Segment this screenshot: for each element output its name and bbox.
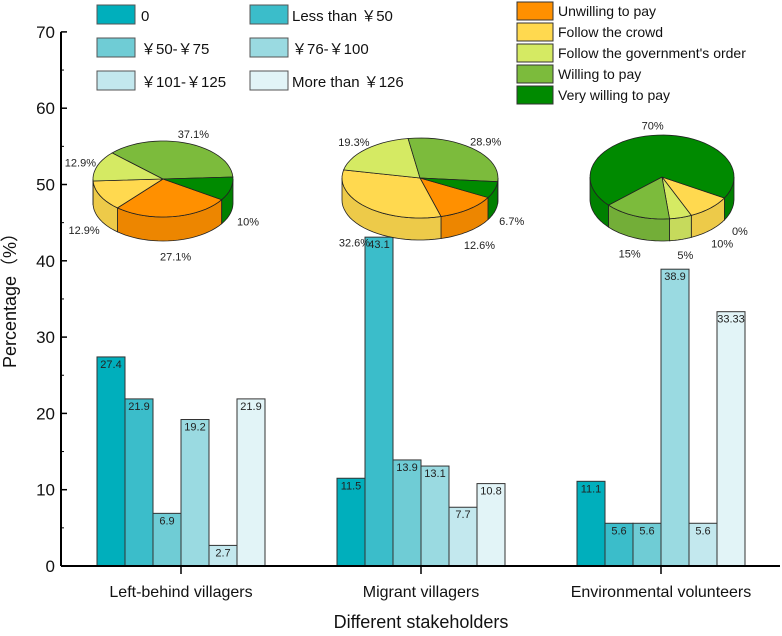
- pie-legend-label: Unwilling to pay: [558, 3, 656, 19]
- pie-slice-side: [669, 214, 692, 242]
- pie-value-label: 27.1%: [160, 252, 191, 264]
- legend-swatch: [96, 70, 136, 91]
- x-tick-label: Migrant villagers: [363, 584, 479, 601]
- legend-label: Less than ￥50: [292, 8, 393, 25]
- pie-value-label: 6.7%: [499, 216, 524, 228]
- bars-layer: 27.4 11.5 11.1 21.9 43.1 5.6 6.9 13.9 5.6 19.2 13.…: [96, 236, 746, 567]
- bar: [716, 311, 746, 567]
- bar: [364, 236, 394, 567]
- legend-swatch: [249, 70, 289, 91]
- pie-slice: [419, 177, 490, 217]
- bar: [392, 459, 422, 567]
- bar-value-label: 5.6: [695, 525, 710, 537]
- pie-legend-label: Very willing to pay: [558, 87, 670, 103]
- y-tick-label: 40: [36, 252, 55, 271]
- legend-swatch: [96, 4, 136, 25]
- bar-value-label: 11.5: [341, 480, 362, 492]
- pie-value-label: 37.1%: [178, 129, 209, 141]
- legend-swatch: [249, 4, 289, 25]
- bar-value-label: 7.7: [455, 509, 470, 521]
- x-tick-label: Environmental volunteers: [571, 584, 752, 601]
- bar: [420, 465, 450, 567]
- x-axis-label: Different stakeholders: [334, 612, 509, 632]
- bar: [180, 419, 210, 567]
- bar: [124, 398, 154, 567]
- bar: [660, 268, 690, 567]
- bar-value-label: 2.7: [215, 547, 230, 559]
- pie-slice: [111, 140, 234, 180]
- x-tick-label: Left-behind villagers: [109, 584, 252, 601]
- bar-value-label: 19.2: [184, 422, 205, 434]
- legend: 0 Less than ￥50 ￥50-￥75 ￥76-￥100 ￥101-￥125 Mo…: [96, 1, 746, 105]
- pie-slice: [342, 138, 421, 179]
- legend-swatch: [249, 37, 289, 58]
- bar-value-label: 27.4: [100, 359, 121, 371]
- pie-value-label: 10%: [711, 239, 733, 251]
- bar-value-label: 5.6: [639, 525, 654, 537]
- pie-legend-label: Follow the government's order: [558, 45, 746, 61]
- pie-legend-swatch: [516, 64, 554, 84]
- pies-layer: 27.1% 12.9% 12.9% 37.1% 10% 12.6% 32.6% 19.3% 28…: [65, 120, 748, 263]
- legend-label: ￥76-￥100: [292, 41, 369, 58]
- bar: [336, 477, 366, 567]
- y-tick-label: 0: [46, 557, 55, 576]
- pie-value-label: 28.9%: [470, 137, 501, 149]
- y-axis-label: Percentage（%）: [0, 224, 20, 368]
- pie-slice: [92, 178, 165, 209]
- pie-slice: [407, 137, 499, 183]
- bar-value-label: 13.9: [396, 462, 417, 474]
- bar: [96, 356, 126, 567]
- bar-value-label: 11.1: [581, 483, 602, 495]
- pie-legend-label: Follow the crowd: [558, 24, 663, 40]
- pie-legend-label: Willing to pay: [558, 66, 641, 82]
- pie-slice: [419, 177, 499, 199]
- bar: [236, 398, 266, 567]
- pie-slice: [589, 134, 735, 206]
- bar-value-label: 33.33: [717, 314, 745, 326]
- pie-slice: [660, 176, 726, 216]
- pie-slice: [92, 152, 164, 182]
- bar: [576, 480, 606, 567]
- pie-value-label: 12.6%: [464, 240, 495, 252]
- legend-label: ￥50-￥75: [141, 41, 209, 58]
- pie-slice: [341, 169, 442, 219]
- bar-value-label: 5.6: [611, 525, 626, 537]
- pie-value-label: 10%: [237, 216, 259, 228]
- pie-value-label: 0%: [732, 226, 748, 238]
- y-tick-label: 10: [36, 481, 55, 500]
- y-tick-label: 20: [36, 404, 55, 423]
- axes: 0 10 20 30 40 50 60 70 Left-behind villagers Migr…: [36, 23, 780, 601]
- pie-slice: [607, 176, 670, 220]
- pie-value-label: 32.6%: [339, 238, 370, 250]
- legend-label: More than ￥126: [292, 74, 404, 91]
- pie-value-label: 5%: [677, 250, 693, 262]
- legend-swatch: [96, 37, 136, 58]
- pie-legend-swatch: [516, 85, 554, 105]
- pie-slice: [116, 178, 223, 218]
- legend-label: 0: [141, 8, 149, 25]
- pie-legend-swatch: [516, 22, 554, 42]
- y-tick-label: 60: [36, 99, 55, 118]
- pie-value-label: 19.3%: [338, 137, 369, 149]
- bar-value-label: 6.9: [159, 515, 174, 527]
- bar-value-label: 10.8: [480, 486, 501, 498]
- pie-value-label: 12.9%: [65, 157, 96, 169]
- pie-value-label: 15%: [619, 249, 641, 261]
- bar-value-label: 21.9: [128, 401, 149, 413]
- pie-value-label: 12.9%: [68, 225, 99, 237]
- y-tick-label: 50: [36, 176, 55, 195]
- legend-label: ￥101-￥125: [141, 74, 226, 91]
- bar: [476, 483, 506, 567]
- bar-value-label: 43.1: [368, 239, 389, 251]
- y-tick-label: 70: [36, 23, 55, 42]
- y-tick-label: 30: [36, 328, 55, 347]
- pie-slice: [162, 176, 234, 201]
- bar-value-label: 21.9: [240, 401, 261, 413]
- bar-value-label: 38.9: [664, 271, 685, 283]
- bar-value-label: 13.1: [424, 468, 445, 480]
- pie-value-label: 70%: [642, 120, 664, 132]
- pie-legend-swatch: [516, 1, 554, 21]
- pie-legend-swatch: [516, 43, 554, 63]
